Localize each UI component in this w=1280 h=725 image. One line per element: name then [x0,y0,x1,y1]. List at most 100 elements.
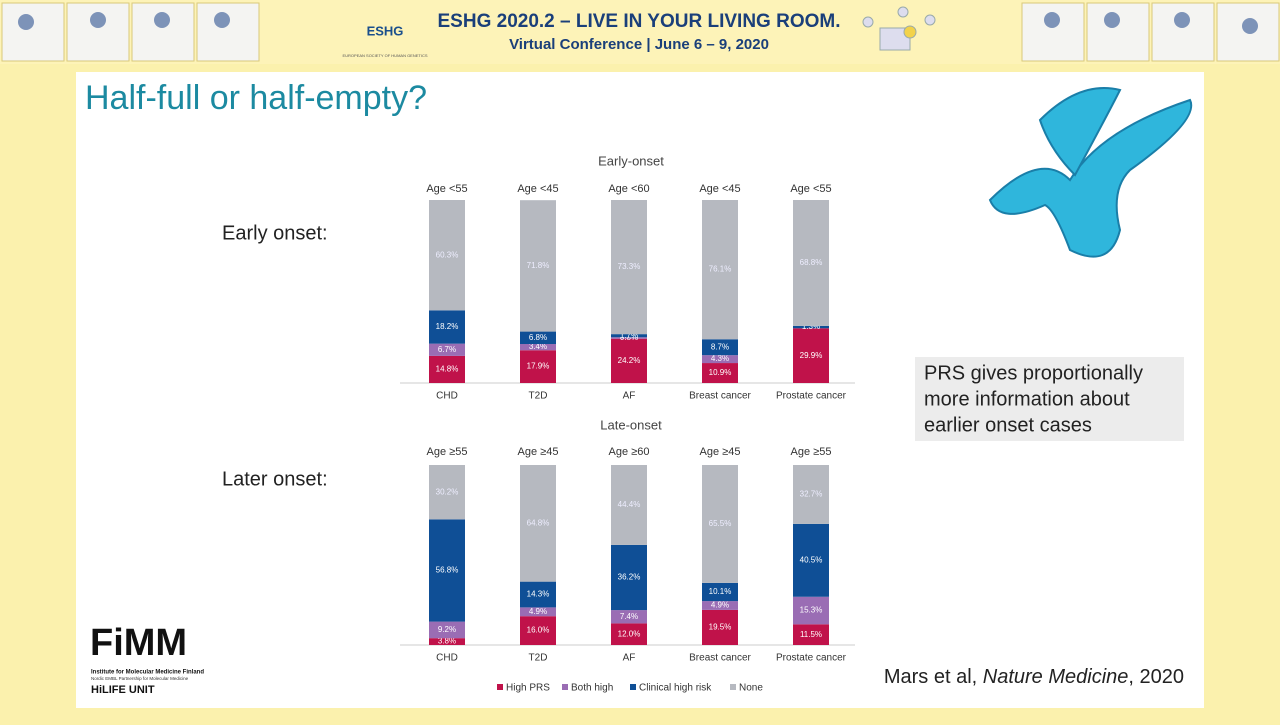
bar-segment [611,544,647,611]
value-label: 4.9% [711,601,729,610]
header-pictures [1,2,1280,62]
value-label: 24.2% [618,356,641,365]
value-label: 76.1% [709,265,732,274]
chart-title: Early-onset [598,153,664,168]
bar-segment [702,582,738,602]
note-line: more information about [924,388,1130,410]
value-label: 44.4% [618,500,641,509]
chromosome-image [988,87,1193,258]
bar-segment [520,581,556,608]
bar-segment [429,621,465,639]
header-logo-sub: EUROPEAN SOCIETY OF HUMAN GENETICS [342,53,427,58]
value-label: 1.7% [620,331,638,340]
value-label: 68.8% [800,258,823,267]
value-label: 14.3% [527,590,550,599]
age-label: Age <45 [517,183,558,195]
x-tick-label: Prostate cancer [776,653,847,664]
bar-segment [429,355,465,383]
legend-swatch [562,684,568,690]
value-label: 18.2% [436,322,459,331]
age-label: Age <55 [426,183,467,195]
bar-segment [702,363,738,383]
value-label: 11.5% [800,630,822,639]
bar-segment [520,350,556,383]
legend-swatch [730,684,736,690]
x-tick-label: T2D [529,391,548,402]
age-label: Age <55 [790,183,831,195]
value-label: 71.8% [527,261,550,270]
value-label: 64.8% [527,518,550,527]
logo-unit: HiLIFE UNIT [91,684,155,696]
bar-segment [429,343,465,356]
chart-title: Late-onset [600,417,662,432]
legend-label: Clinical high risk [639,683,712,694]
legend-label: None [739,683,763,694]
value-label: 1.3% [802,322,820,331]
bar-segment [793,325,829,329]
age-label: Age ≥55 [427,446,468,458]
slide-title: Half-full or half-empty? [85,79,427,117]
bar-segment [520,607,556,617]
bar-segment [429,310,465,344]
bar-segment [793,596,829,625]
bar-segment [520,200,556,332]
bar-segment [702,339,738,356]
value-label: 15.3% [800,606,823,615]
value-label: 14.8% [436,365,459,374]
value-label: 12.0% [618,629,641,638]
network-icon [862,6,936,51]
logo-name: FiMM [90,622,187,664]
note-line: earlier onset cases [924,414,1092,436]
value-label: 29.9% [800,351,823,360]
value-label: 73.3% [618,262,641,271]
row-label: Later onset: [222,468,328,490]
bar-segment [429,200,465,311]
value-label: 40.5% [800,555,823,564]
age-label: Age <45 [699,183,740,195]
value-label: 6.7% [438,345,456,354]
bar-segment [611,465,647,545]
x-tick-label: AF [623,391,636,402]
value-label: 36.2% [618,573,641,582]
bar-segment [611,610,647,624]
value-label: 17.9% [527,362,550,371]
value-label: 3.8% [438,637,456,646]
citation-authors: Mars et al, [884,666,983,688]
bar-segment [702,355,738,364]
age-label: Age <60 [608,183,649,195]
bar-segment [611,337,647,339]
value-label: 7.4% [620,612,638,621]
legend-swatch [630,684,636,690]
bar-segment [702,601,738,610]
value-label: 19.5% [709,623,732,632]
value-label: 4.3% [711,354,729,363]
bar-segment [702,465,738,583]
bar-segment [702,200,738,340]
header-subtitle: Virtual Conference | June 6 – 9, 2020 [509,36,769,53]
x-tick-label: CHD [436,653,458,664]
value-label: 0.8% [620,333,638,342]
legend-label: Both high [571,683,613,694]
x-tick-label: Breast cancer [689,391,751,402]
bar-segment [793,624,829,645]
bar-segment [702,609,738,645]
header-people [18,12,1258,34]
value-label: 6.8% [529,333,547,342]
bar-segment [429,465,465,520]
value-label: 3.4% [529,342,547,351]
value-label: 65.5% [709,519,732,528]
value-label: 60.3% [436,250,459,259]
value-label: 9.2% [438,625,456,634]
value-label: 8.7% [711,342,729,351]
bar-segment [429,519,465,622]
age-label: Age ≥55 [791,446,832,458]
logo-line: Institute for Molecular Medicine Finland [91,670,204,676]
note-box [915,357,1184,441]
logo-line: Nordic EMBL Partnership for Molecular Me… [91,676,189,681]
bar-segment [611,200,647,335]
value-label: 16.0% [527,626,550,635]
row-label: Early onset: [222,222,328,244]
bar-segment [611,623,647,645]
note-line: PRS gives proportionally [924,362,1143,384]
